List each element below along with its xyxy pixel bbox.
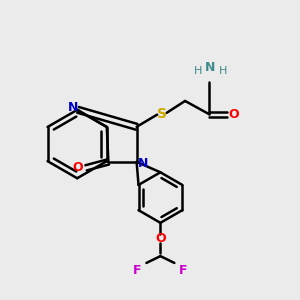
Text: N: N [137,157,148,170]
Text: N: N [68,101,78,114]
Text: N: N [205,61,215,74]
Text: F: F [179,265,188,278]
Text: S: S [157,107,167,121]
Text: H: H [194,66,202,76]
Text: F: F [133,265,142,278]
Text: O: O [73,161,83,174]
Text: O: O [228,108,238,121]
Text: H: H [219,66,227,76]
Text: O: O [155,232,166,245]
